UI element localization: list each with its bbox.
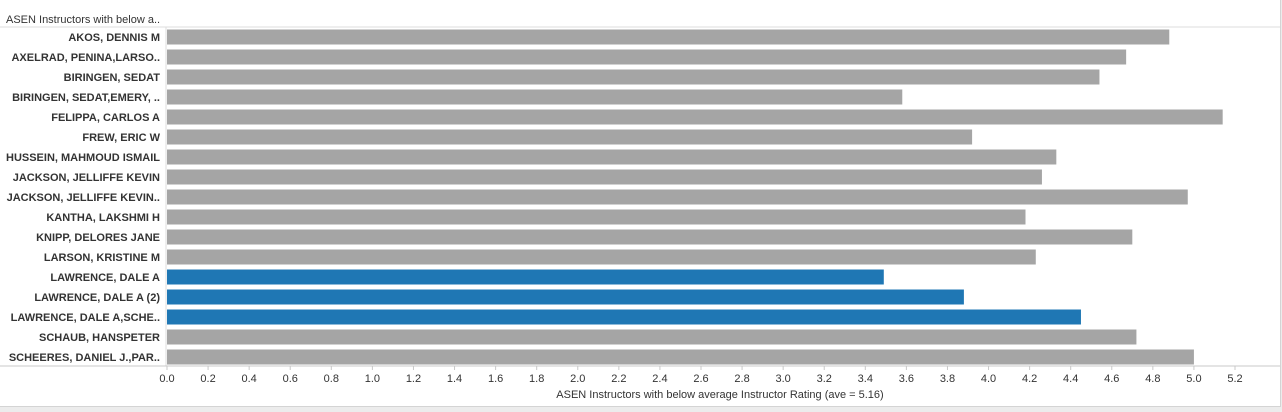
x-tick-label: 0.0 bbox=[159, 373, 174, 385]
category-label: JACKSON, JELLIFFE KEVIN bbox=[13, 172, 160, 184]
x-axis-ticks: 0.0 0.2 0.4 0.6 0.8 1.0 1.2 1.4 1.6 1.8 2.0 2.2 2.4 2… bbox=[159, 366, 1243, 385]
category-label: SCHEERES, DANIEL J.,PAR.. bbox=[9, 352, 160, 364]
category-label: KNIPP, DELORES JANE bbox=[36, 232, 160, 244]
x-tick-label: 4.8 bbox=[1145, 373, 1160, 385]
x-tick-label: 4.6 bbox=[1104, 373, 1119, 385]
category-labels: AKOS, DENNIS M AXELRAD, PENINA,LARSO.. BIR… bbox=[6, 32, 161, 364]
category-label: SCHAUB, HANSPETER bbox=[39, 332, 160, 344]
bar[interactable] bbox=[167, 309, 1081, 325]
category-label: FELIPPA, CARLOS A bbox=[51, 112, 160, 124]
x-tick-label: 4.4 bbox=[1063, 373, 1078, 385]
bar[interactable] bbox=[167, 149, 1057, 165]
bar[interactable] bbox=[167, 269, 884, 285]
bar[interactable] bbox=[167, 89, 903, 105]
x-tick-label: 0.6 bbox=[283, 373, 298, 385]
bar[interactable] bbox=[167, 129, 973, 145]
x-tick-label: 2.2 bbox=[611, 373, 626, 385]
category-label: FREW, ERIC W bbox=[82, 132, 160, 144]
bar[interactable] bbox=[167, 349, 1194, 365]
x-tick-label: 2.8 bbox=[734, 373, 749, 385]
bar[interactable] bbox=[167, 229, 1133, 245]
bar[interactable] bbox=[167, 249, 1036, 265]
bar[interactable] bbox=[167, 189, 1188, 205]
x-tick-label: 3.4 bbox=[858, 373, 873, 385]
x-axis-title: ASEN Instructors with below average Inst… bbox=[556, 389, 883, 401]
bar[interactable] bbox=[167, 49, 1127, 65]
x-tick-label: 2.4 bbox=[652, 373, 667, 385]
x-tick-label: 3.2 bbox=[817, 373, 832, 385]
bar[interactable] bbox=[167, 329, 1137, 345]
x-tick-label: 0.2 bbox=[200, 373, 215, 385]
category-label: HUSSEIN, MAHMOUD ISMAIL bbox=[6, 152, 160, 164]
category-label: LAWRENCE, DALE A bbox=[50, 272, 160, 284]
x-tick-label: 3.8 bbox=[940, 373, 955, 385]
bar[interactable] bbox=[167, 169, 1042, 185]
x-tick-label: 1.8 bbox=[529, 373, 544, 385]
category-label: LAWRENCE, DALE A,SCHE.. bbox=[11, 312, 160, 324]
x-tick-label: 2.0 bbox=[570, 373, 585, 385]
x-tick-label: 5.0 bbox=[1186, 373, 1201, 385]
bar[interactable] bbox=[167, 289, 964, 305]
category-label: BIRINGEN, SEDAT,EMERY, .. bbox=[12, 92, 160, 104]
bar[interactable] bbox=[167, 29, 1170, 45]
x-tick-label: 3.6 bbox=[899, 373, 914, 385]
bars bbox=[167, 29, 1223, 365]
bar[interactable] bbox=[167, 209, 1026, 225]
x-tick-label: 2.6 bbox=[693, 373, 708, 385]
category-label: AKOS, DENNIS M bbox=[68, 32, 160, 44]
x-tick-label: 1.2 bbox=[406, 373, 421, 385]
column-header: ASEN Instructors with below a.. bbox=[6, 14, 160, 26]
x-tick-label: 3.0 bbox=[776, 373, 791, 385]
x-tick-label: 1.0 bbox=[365, 373, 380, 385]
category-label: BIRINGEN, SEDAT bbox=[64, 72, 161, 84]
x-tick-label: 4.0 bbox=[981, 373, 996, 385]
x-tick-label: 1.6 bbox=[488, 373, 503, 385]
x-tick-label: 1.4 bbox=[447, 373, 462, 385]
category-label: LARSON, KRISTINE M bbox=[44, 252, 160, 264]
category-label: AXELRAD, PENINA,LARSO.. bbox=[11, 52, 160, 64]
x-tick-label: 0.4 bbox=[242, 373, 257, 385]
bar[interactable] bbox=[167, 109, 1223, 125]
x-tick-label: 5.2 bbox=[1227, 373, 1242, 385]
category-label: KANTHA, LAKSHMI H bbox=[46, 212, 160, 224]
category-label: LAWRENCE, DALE A (2) bbox=[34, 292, 160, 304]
category-label: JACKSON, JELLIFFE KEVIN.. bbox=[7, 192, 160, 204]
x-tick-label: 4.2 bbox=[1022, 373, 1037, 385]
x-tick-label: 0.8 bbox=[324, 373, 339, 385]
bar[interactable] bbox=[167, 69, 1100, 85]
